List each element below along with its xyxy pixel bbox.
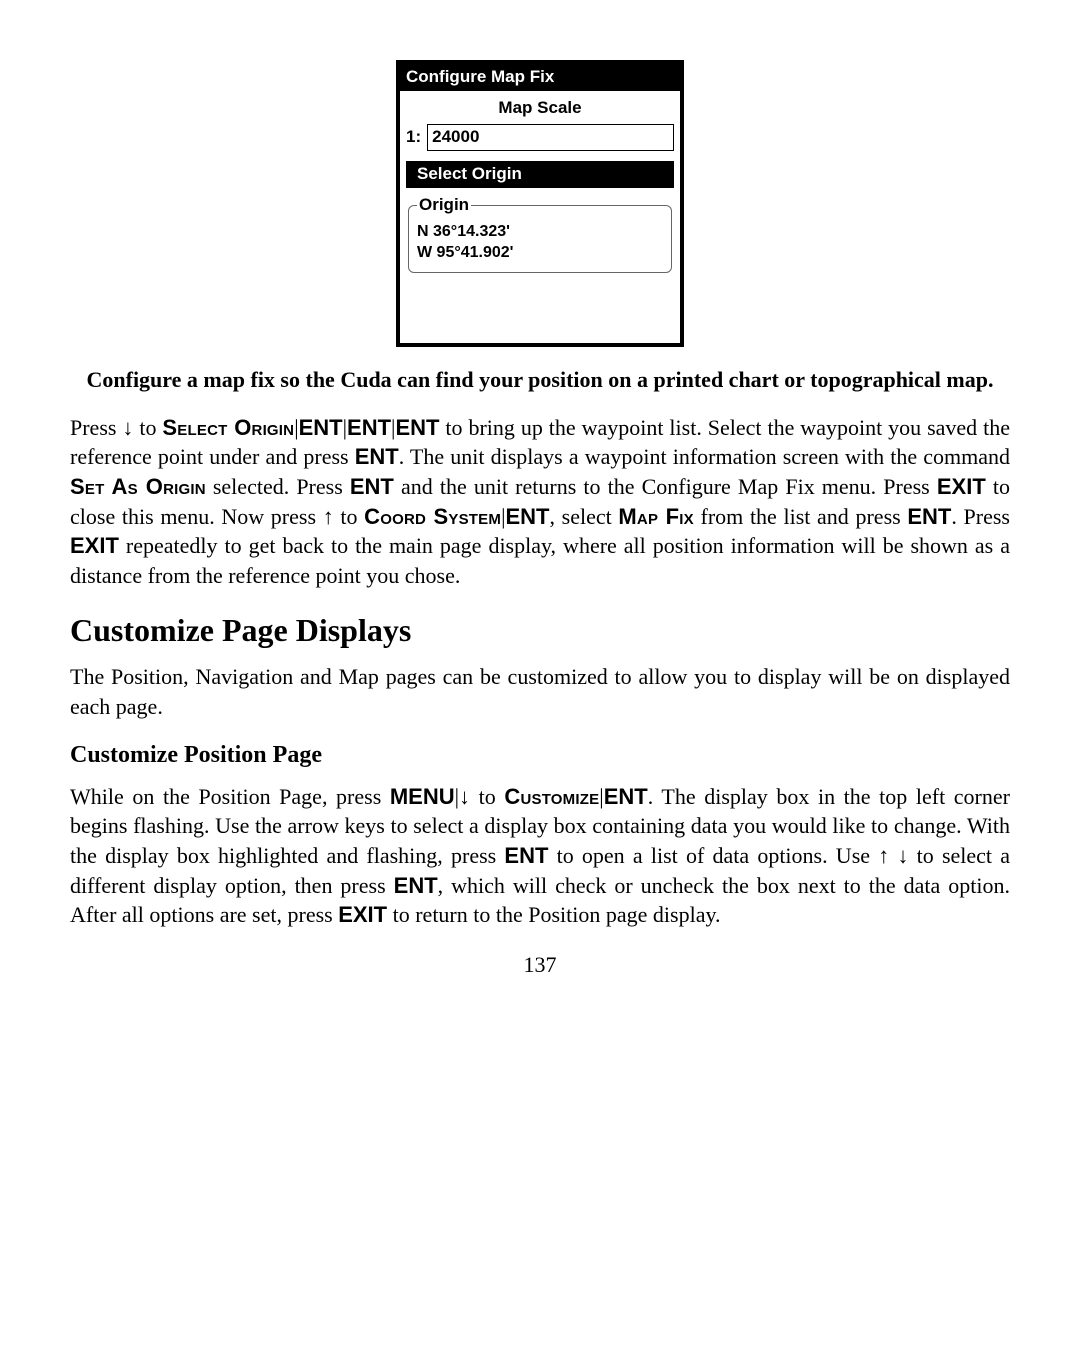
text: to: [470, 784, 504, 809]
down-arrow-icon: ↓: [122, 415, 133, 440]
text: . The unit displays a waypoint informati…: [399, 444, 1010, 469]
key-menu: MENU: [390, 784, 455, 809]
cmd-map-fix: Map Fix: [618, 504, 693, 529]
key-ent: ENT: [505, 504, 549, 529]
text: and the unit returns to the Configure Ma…: [394, 474, 937, 499]
key-ent: ENT: [299, 415, 343, 440]
text: . Press: [951, 504, 1010, 529]
text: While on the Position Page, press: [70, 784, 390, 809]
paragraph-3: While on the Position Page, press MENU|↓…: [70, 782, 1010, 930]
up-arrow-icon: ↑: [323, 504, 334, 529]
key-ent: ENT: [347, 415, 391, 440]
device-screenshot: Configure Map Fix Map Scale 1: 24000 Sel…: [396, 60, 684, 347]
key-ent: ENT: [355, 444, 399, 469]
key-exit: EXIT: [937, 474, 986, 499]
ss-origin-lon: W 95°41.902': [417, 242, 663, 264]
up-arrow-icon: ↑: [878, 843, 889, 868]
page-number: 137: [70, 950, 1010, 980]
ss-origin-lat: N 36°14.323': [417, 221, 663, 243]
text: Press: [70, 415, 122, 440]
cmd-coord-system: Coord System: [364, 504, 501, 529]
key-exit: EXIT: [70, 533, 119, 558]
paragraph-2: The Position, Navigation and Map pages c…: [70, 662, 1010, 721]
key-ent: ENT: [907, 504, 951, 529]
ss-scale-row: 1: 24000: [406, 124, 674, 151]
ss-origin-fieldset: Origin N 36°14.323' W 95°41.902': [408, 194, 672, 273]
ss-origin-legend: Origin: [417, 194, 471, 217]
heading-customize-page-displays: Customize Page Displays: [70, 609, 1010, 652]
ss-body: Map Scale 1: 24000 Select Origin Origin …: [400, 91, 680, 343]
text: to return to the Position page display.: [387, 902, 720, 927]
figure-caption: Configure a map fix so the Cuda can find…: [70, 365, 1010, 395]
key-ent: ENT: [394, 873, 438, 898]
key-ent: ENT: [395, 415, 439, 440]
key-exit: EXIT: [338, 902, 387, 927]
device-screenshot-wrap: Configure Map Fix Map Scale 1: 24000 Sel…: [70, 60, 1010, 347]
key-ent: ENT: [604, 784, 648, 809]
cmd-customize: Customize: [504, 784, 599, 809]
ss-select-origin-button[interactable]: Select Origin: [406, 161, 674, 188]
text: to open a list of data options. Use: [548, 843, 878, 868]
text: from the list and press: [694, 504, 908, 529]
ss-window-title: Configure Map Fix: [400, 64, 680, 91]
text: , select: [549, 504, 618, 529]
text: selected. Press: [206, 474, 350, 499]
cmd-select-origin: Select Origin: [162, 415, 294, 440]
ss-scale-input[interactable]: 24000: [427, 124, 674, 151]
text: repeatedly to get back to the main page …: [70, 533, 1010, 588]
down-arrow-icon: ↓: [459, 784, 470, 809]
ss-scale-prefix: 1:: [406, 126, 421, 149]
text: to: [334, 504, 364, 529]
down-arrow-icon: ↓: [897, 843, 908, 868]
ss-map-scale-label: Map Scale: [406, 97, 674, 120]
key-ent: ENT: [350, 474, 394, 499]
cmd-set-as-origin: Set As Origin: [70, 474, 206, 499]
key-ent: ENT: [504, 843, 548, 868]
text: to: [133, 415, 162, 440]
heading-customize-position-page: Customize Position Page: [70, 739, 1010, 771]
paragraph-1: Press ↓ to Select Origin|ENT|ENT|ENT to …: [70, 413, 1010, 591]
